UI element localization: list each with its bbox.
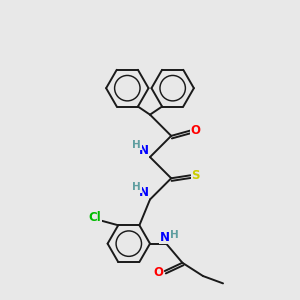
Text: N: N (160, 231, 170, 244)
Text: Cl: Cl (88, 212, 101, 224)
Text: H: H (132, 182, 141, 192)
Text: O: O (154, 266, 164, 279)
Text: H: H (170, 230, 179, 240)
Text: O: O (190, 124, 201, 137)
Text: S: S (191, 169, 200, 182)
Text: N: N (139, 187, 148, 200)
Text: N: N (139, 144, 148, 157)
Text: H: H (132, 140, 141, 150)
